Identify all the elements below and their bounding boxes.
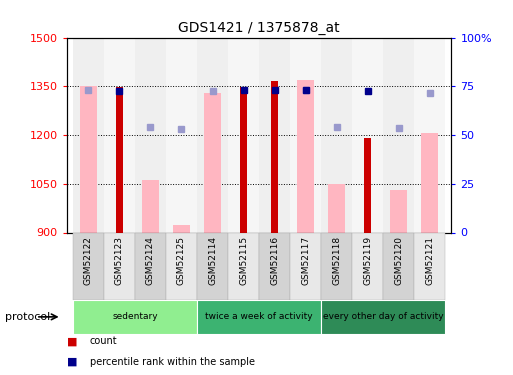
Bar	[142, 180, 159, 232]
Text: GSM52119: GSM52119	[363, 236, 372, 285]
Text: GSM52121: GSM52121	[425, 236, 434, 285]
Text: GSM52117: GSM52117	[301, 236, 310, 285]
Bar	[414, 232, 445, 300]
Text: protocol: protocol	[5, 312, 50, 322]
Bar	[73, 300, 197, 334]
Bar	[80, 86, 97, 232]
Bar	[116, 87, 123, 232]
Bar	[228, 38, 259, 232]
Bar	[421, 133, 438, 232]
Bar	[135, 232, 166, 300]
Text: GSM52123: GSM52123	[115, 236, 124, 285]
Bar	[290, 232, 321, 300]
Bar	[321, 232, 352, 300]
Text: GSM52125: GSM52125	[177, 236, 186, 285]
Text: every other day of activity: every other day of activity	[323, 312, 444, 321]
Title: GDS1421 / 1375878_at: GDS1421 / 1375878_at	[178, 21, 340, 35]
Bar	[228, 232, 259, 300]
Bar	[197, 232, 228, 300]
Bar	[383, 38, 414, 232]
Text: percentile rank within the sample: percentile rank within the sample	[90, 357, 255, 367]
Bar	[352, 232, 383, 300]
Bar	[297, 80, 314, 232]
Bar	[328, 184, 345, 232]
Text: GSM52115: GSM52115	[239, 236, 248, 285]
Text: sedentary: sedentary	[112, 312, 158, 321]
Bar	[383, 232, 414, 300]
Bar	[104, 38, 135, 232]
Bar	[414, 38, 445, 232]
Bar	[197, 300, 321, 334]
Bar	[271, 81, 278, 232]
Text: GSM52116: GSM52116	[270, 236, 279, 285]
Text: GSM52122: GSM52122	[84, 236, 93, 285]
Bar	[321, 300, 445, 334]
Text: ■: ■	[67, 336, 77, 346]
Bar	[73, 38, 104, 232]
Text: twice a week of activity: twice a week of activity	[205, 312, 313, 321]
Text: GSM52118: GSM52118	[332, 236, 341, 285]
Bar	[240, 87, 247, 232]
Bar	[259, 38, 290, 232]
Text: GSM52120: GSM52120	[394, 236, 403, 285]
Bar	[166, 38, 197, 232]
Bar	[197, 38, 228, 232]
Text: ■: ■	[67, 357, 77, 367]
Bar	[321, 38, 352, 232]
Bar	[364, 138, 371, 232]
Text: count: count	[90, 336, 117, 346]
Bar	[73, 232, 104, 300]
Bar	[352, 38, 383, 232]
Bar	[166, 232, 197, 300]
Bar	[204, 93, 221, 232]
Text: GSM52114: GSM52114	[208, 236, 217, 285]
Bar	[104, 232, 135, 300]
Text: GSM52124: GSM52124	[146, 236, 155, 285]
Bar	[135, 38, 166, 232]
Bar	[173, 225, 190, 232]
Bar	[290, 38, 321, 232]
Bar	[259, 232, 290, 300]
Bar	[390, 190, 407, 232]
